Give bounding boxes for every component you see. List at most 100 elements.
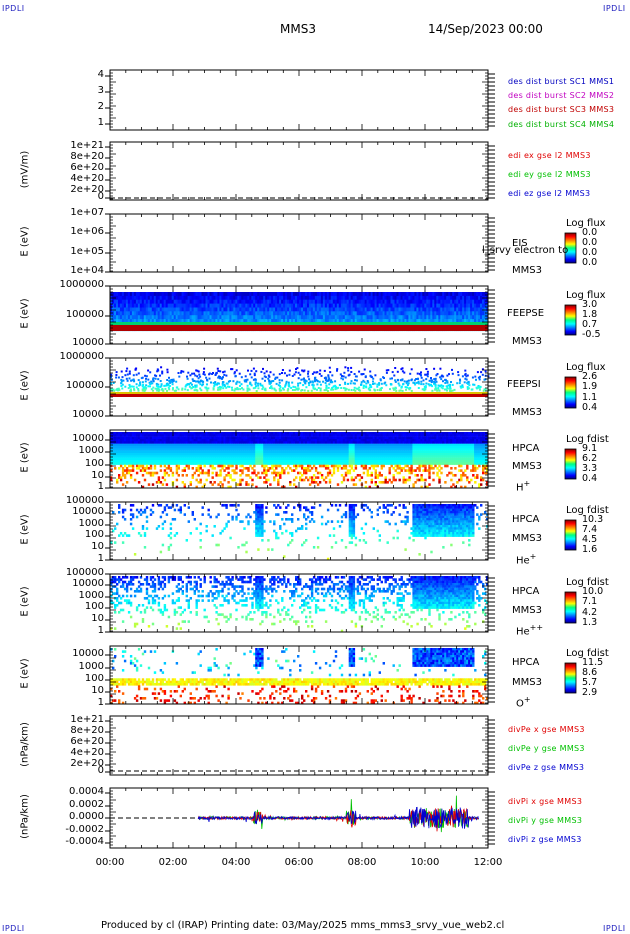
spectrogram-cell (133, 299, 137, 304)
spectrogram-cell (295, 450, 298, 454)
spectrogram-cell (350, 319, 354, 324)
spectrogram-cell (247, 369, 249, 372)
spectrogram-cell (452, 307, 455, 312)
spectrogram-cell (169, 319, 173, 324)
spectrogram-cell (267, 311, 270, 316)
spectrogram-cell (197, 436, 200, 440)
spectrogram-cell (354, 375, 357, 378)
spectrogram-cell (155, 450, 159, 454)
spectrogram-cell (151, 311, 155, 316)
spectrogram-cell (336, 299, 340, 304)
spectrogram-cell (121, 471, 125, 475)
spectrogram-cell (338, 439, 342, 442)
spectrogram-cell (278, 379, 281, 382)
spectrogram-cell (159, 462, 163, 465)
spectrogram-cell (171, 462, 175, 465)
spectrogram-cell (129, 462, 133, 465)
spectrogram-cell (312, 295, 316, 301)
spectrogram-cell (384, 381, 387, 384)
spectrogram-cell (324, 436, 328, 440)
spectrogram-cell (369, 375, 372, 378)
spectrogram-cell (224, 385, 226, 388)
spectrogram-cell (159, 469, 163, 472)
spectrogram-cell (262, 367, 264, 370)
spectrogram-cell (205, 471, 208, 475)
spectrogram-cell (227, 485, 230, 489)
spectrogram-cell (420, 292, 423, 297)
spectrogram-cell (436, 319, 439, 324)
spectrogram-cell (243, 439, 246, 442)
spectrogram-cell (165, 299, 169, 304)
spectrogram-cell (308, 432, 312, 435)
spectrogram-cell (281, 469, 284, 472)
spectrogram-cell (185, 315, 188, 320)
spectrogram-cell (179, 315, 182, 320)
spectrogram-cell (468, 315, 471, 320)
spectrogram-cell (287, 436, 290, 440)
spectrogram-cell (167, 386, 170, 389)
spectrogram-cell (217, 462, 220, 465)
spectrogram-cell (481, 373, 484, 376)
spectrogram-cell (229, 462, 232, 465)
spectrogram-cell (185, 448, 188, 451)
spectrogram-cell (396, 311, 399, 316)
spectrogram-cell (131, 434, 135, 437)
spectrogram-cell (131, 441, 135, 444)
spectrogram-cell (332, 448, 336, 451)
spectrogram-cell (241, 450, 244, 454)
spectrogram-cell (326, 446, 330, 449)
spectrogram-cell (259, 292, 262, 297)
spectrogram-cell (273, 436, 276, 440)
spectrogram-cell (348, 450, 352, 454)
spectrogram-cell (110, 373, 113, 376)
spectrogram-cell (221, 443, 224, 447)
spectrogram-cell (144, 389, 146, 392)
colorbar (564, 232, 577, 264)
spectrogram-cell (145, 432, 149, 435)
spectrogram-cell (271, 453, 274, 456)
spectrogram-cell (277, 436, 280, 440)
spectrogram-cell (380, 389, 382, 391)
spectrogram-cell (163, 455, 167, 458)
spectrogram-cell (176, 386, 179, 389)
spectrogram-cell (116, 478, 119, 482)
spectrogram-cell (273, 311, 276, 316)
spectrogram-cell (211, 292, 214, 297)
spectrogram-cell (275, 441, 278, 444)
spectrogram-cell (171, 457, 175, 461)
spectrogram-cell (142, 386, 145, 389)
spectrogram-cell (275, 382, 278, 385)
spectrogram-cell (251, 471, 254, 475)
spectrogram-cell (265, 481, 268, 484)
spectrogram-cell (137, 389, 140, 392)
spectrogram-cell (259, 311, 262, 316)
spectrogram-cell (259, 384, 262, 387)
spectrogram-cell (205, 478, 208, 482)
spectrogram-cell (448, 315, 451, 320)
spectrogram-cell (151, 436, 155, 440)
spectrogram-cell (235, 453, 238, 456)
spectrogram-cell (466, 319, 469, 324)
spectrogram-cell (295, 446, 298, 449)
spectrogram-cell (342, 464, 346, 468)
spectrogram-cell (424, 319, 427, 324)
spectrogram-cell (223, 434, 226, 437)
spectrogram-cell (197, 462, 200, 465)
spectrogram-cell (165, 457, 169, 461)
panel-time-ticks (109, 286, 489, 344)
spectrogram-cell (360, 292, 364, 297)
spectrogram-cell (398, 315, 401, 320)
spectrogram-cell (225, 315, 228, 320)
spectrogram-cell (181, 469, 184, 472)
spectrogram-cell (466, 307, 469, 312)
spectrogram-cell (145, 457, 149, 461)
spectrogram-cell (362, 295, 366, 301)
spectrogram-cell (118, 292, 121, 297)
spectrogram-cell (460, 311, 463, 316)
spectrogram-cell (340, 307, 344, 312)
spectrogram-cell (133, 450, 137, 454)
spectrogram-cell (319, 369, 322, 372)
spectrogram-cell (457, 374, 460, 377)
spectrogram-cell (261, 448, 264, 451)
spectrogram-cell (418, 372, 421, 375)
